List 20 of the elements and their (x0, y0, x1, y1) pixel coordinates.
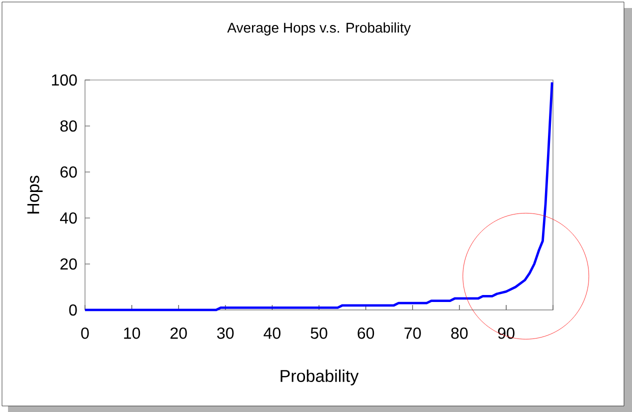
x-tick-label: 10 (124, 328, 140, 339)
y-tick-label: 40 (60, 212, 77, 224)
x-tick-label: 0 (81, 328, 89, 339)
x-axis-title: Probability (280, 370, 359, 386)
y-tick-label: 80 (60, 120, 77, 132)
x-tick-label: 50 (310, 328, 328, 339)
x-tick-label: 20 (170, 328, 187, 339)
x-tick-label: 70 (404, 328, 421, 339)
y-tick-label: 0 (69, 304, 77, 316)
y-axis-title: Hops (27, 176, 43, 214)
y-tick-label: 60 (60, 166, 77, 178)
x-tick-label: 40 (264, 328, 280, 339)
line-series (84, 81, 554, 312)
chart-title: Average Hops v.s. Probability (227, 22, 411, 36)
x-tick-label: 90 (498, 328, 514, 339)
x-tick-label: 30 (217, 328, 234, 339)
y-tick-label: 20 (60, 258, 77, 270)
x-tick-label: 60 (358, 328, 374, 339)
x-tick-label: 80 (451, 328, 468, 339)
y-tick-label: 100 (52, 74, 77, 86)
